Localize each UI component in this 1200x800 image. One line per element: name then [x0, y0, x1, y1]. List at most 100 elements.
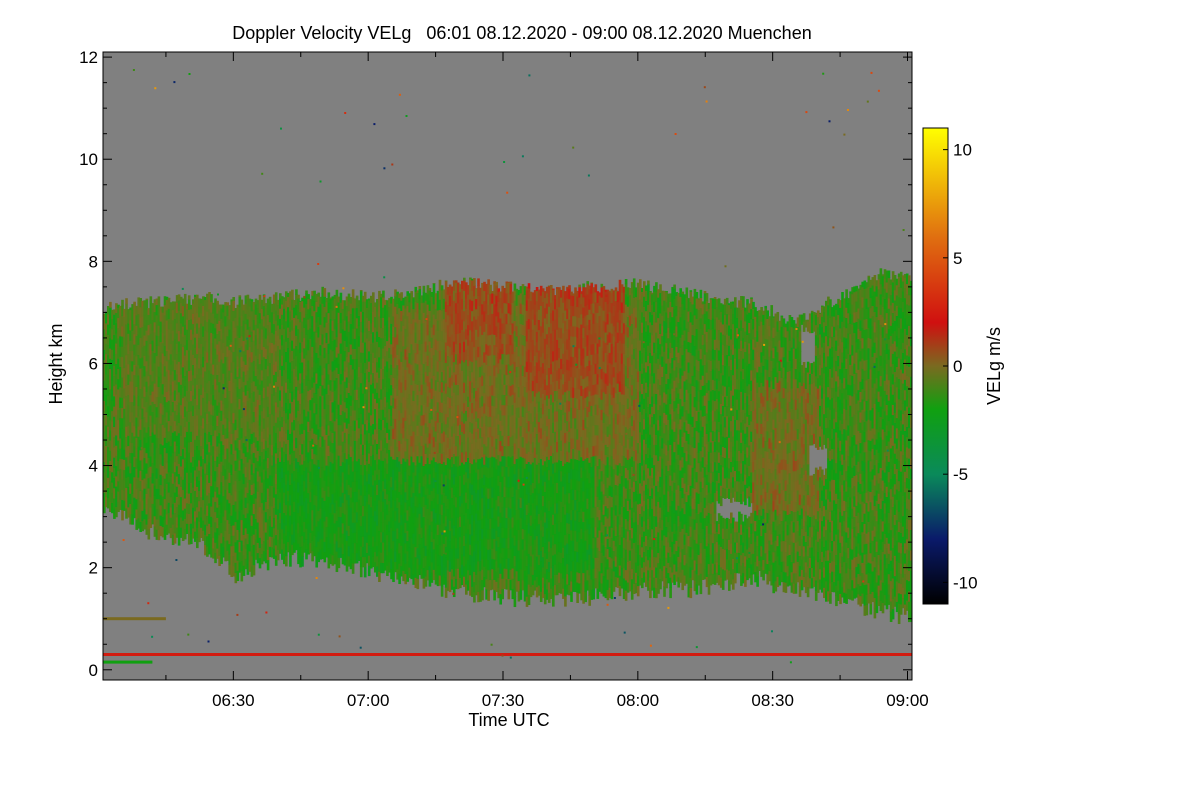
heatmap-cell: [428, 504, 432, 516]
heatmap-cell: [305, 497, 308, 509]
heatmap-cell: [220, 430, 223, 442]
heatmap-cell: [376, 351, 379, 363]
heatmap-cell: [424, 330, 428, 342]
heatmap-cell: [446, 559, 450, 571]
heatmap-cell: [376, 525, 379, 536]
heatmap-cell: [169, 496, 173, 508]
heatmap-cell: [333, 533, 337, 544]
heatmap-cell: [392, 397, 395, 409]
heatmap-cell: [204, 330, 207, 341]
heatmap-cell: [155, 467, 159, 479]
heatmap-cell: [190, 431, 193, 443]
heatmap-cell: [135, 396, 139, 408]
heatmap-cell: [473, 489, 476, 501]
heatmap-cell: [281, 334, 284, 346]
heatmap-cell: [192, 323, 195, 335]
heatmap-cell: [194, 326, 197, 338]
heatmap-cell: [394, 428, 397, 440]
heatmap-cell: [438, 564, 442, 576]
heatmap-cell: [418, 288, 422, 300]
heatmap-cell: [234, 541, 238, 553]
heatmap-cell: [283, 400, 286, 411]
heatmap-cell: [143, 334, 147, 346]
heatmap-cell: [378, 305, 381, 317]
heatmap-cell: [216, 537, 219, 549]
heatmap-cell: [471, 279, 474, 291]
heatmap-cell: [167, 451, 171, 463]
heatmap-cell: [204, 432, 207, 444]
heatmap-cell: [406, 468, 410, 480]
heatmap-cell: [448, 458, 452, 470]
heatmap-cell: [454, 578, 458, 590]
heatmap-cell: [295, 457, 298, 469]
heatmap-cell: [279, 359, 282, 371]
heatmap-cell: [337, 444, 341, 456]
heatmap-cell: [250, 341, 254, 353]
heatmap-cell: [163, 508, 167, 520]
heatmap-cell: [244, 537, 248, 549]
heatmap-cell: [252, 482, 256, 494]
heatmap-cell: [459, 403, 462, 415]
heatmap-cell: [123, 316, 126, 328]
heatmap-cell: [250, 566, 254, 577]
heatmap-cell: [301, 464, 304, 475]
heatmap-cell: [276, 386, 280, 398]
heatmap-cell: [260, 431, 264, 442]
heatmap-cell: [224, 397, 227, 409]
heatmap-cell: [194, 337, 197, 348]
heatmap-cell: [169, 455, 173, 467]
heatmap-cell: [331, 524, 335, 536]
heatmap-cell: [155, 478, 159, 489]
heatmap-cell: [283, 297, 286, 299]
heatmap-cell: [232, 371, 236, 383]
heatmap-cell: [450, 487, 454, 498]
heatmap-cell: [103, 339, 106, 350]
heatmap-cell: [446, 416, 450, 428]
heatmap-cell: [190, 400, 193, 412]
heatmap-cell: [145, 309, 149, 321]
heatmap-cell: [349, 497, 353, 508]
heatmap-cell: [183, 457, 187, 468]
heatmap-cell: [301, 351, 304, 363]
heatmap-cell: [370, 384, 373, 395]
heatmap-cell: [220, 328, 223, 340]
heatmap-cell: [317, 367, 321, 379]
heatmap-cell: [359, 341, 363, 353]
heatmap-cell: [469, 309, 472, 321]
heatmap-cell: [291, 493, 294, 505]
heatmap-cell: [374, 367, 377, 379]
heatmap-cell: [412, 298, 416, 310]
heatmap-cell: [222, 526, 225, 538]
heatmap-cell: [444, 484, 448, 496]
heatmap-cell: [157, 529, 161, 541]
heatmap-cell: [430, 429, 434, 440]
heatmap-cell: [289, 300, 292, 312]
heatmap-cell: [105, 455, 108, 467]
heatmap-cell: [131, 340, 134, 352]
heatmap-cell: [293, 470, 296, 482]
heatmap-cell: [157, 335, 161, 347]
heatmap-cell: [224, 479, 227, 490]
heatmap-cell: [204, 370, 207, 382]
heatmap-cell: [270, 434, 274, 446]
heatmap-cell: [444, 321, 448, 333]
heatmap-cell: [438, 493, 442, 505]
heatmap-cell: [276, 335, 280, 346]
heatmap-cell: [390, 313, 393, 324]
heatmap-cell: [378, 479, 381, 491]
heatmap-cell: [357, 458, 361, 470]
heatmap-cell: [343, 330, 347, 341]
heatmap-cell: [440, 534, 444, 546]
heatmap-cell: [125, 456, 128, 468]
heatmap-cell: [246, 482, 250, 494]
heatmap-cell: [418, 298, 422, 310]
heatmap-cell: [258, 294, 262, 303]
heatmap-cell: [363, 413, 367, 425]
heatmap-cell: [376, 361, 379, 373]
heatmap-cell: [315, 454, 319, 466]
heatmap-cell: [392, 418, 395, 429]
heatmap-cell: [454, 455, 458, 467]
heatmap-cell: [248, 438, 252, 450]
heatmap-cell: [347, 412, 351, 424]
heatmap-cell: [216, 435, 219, 447]
